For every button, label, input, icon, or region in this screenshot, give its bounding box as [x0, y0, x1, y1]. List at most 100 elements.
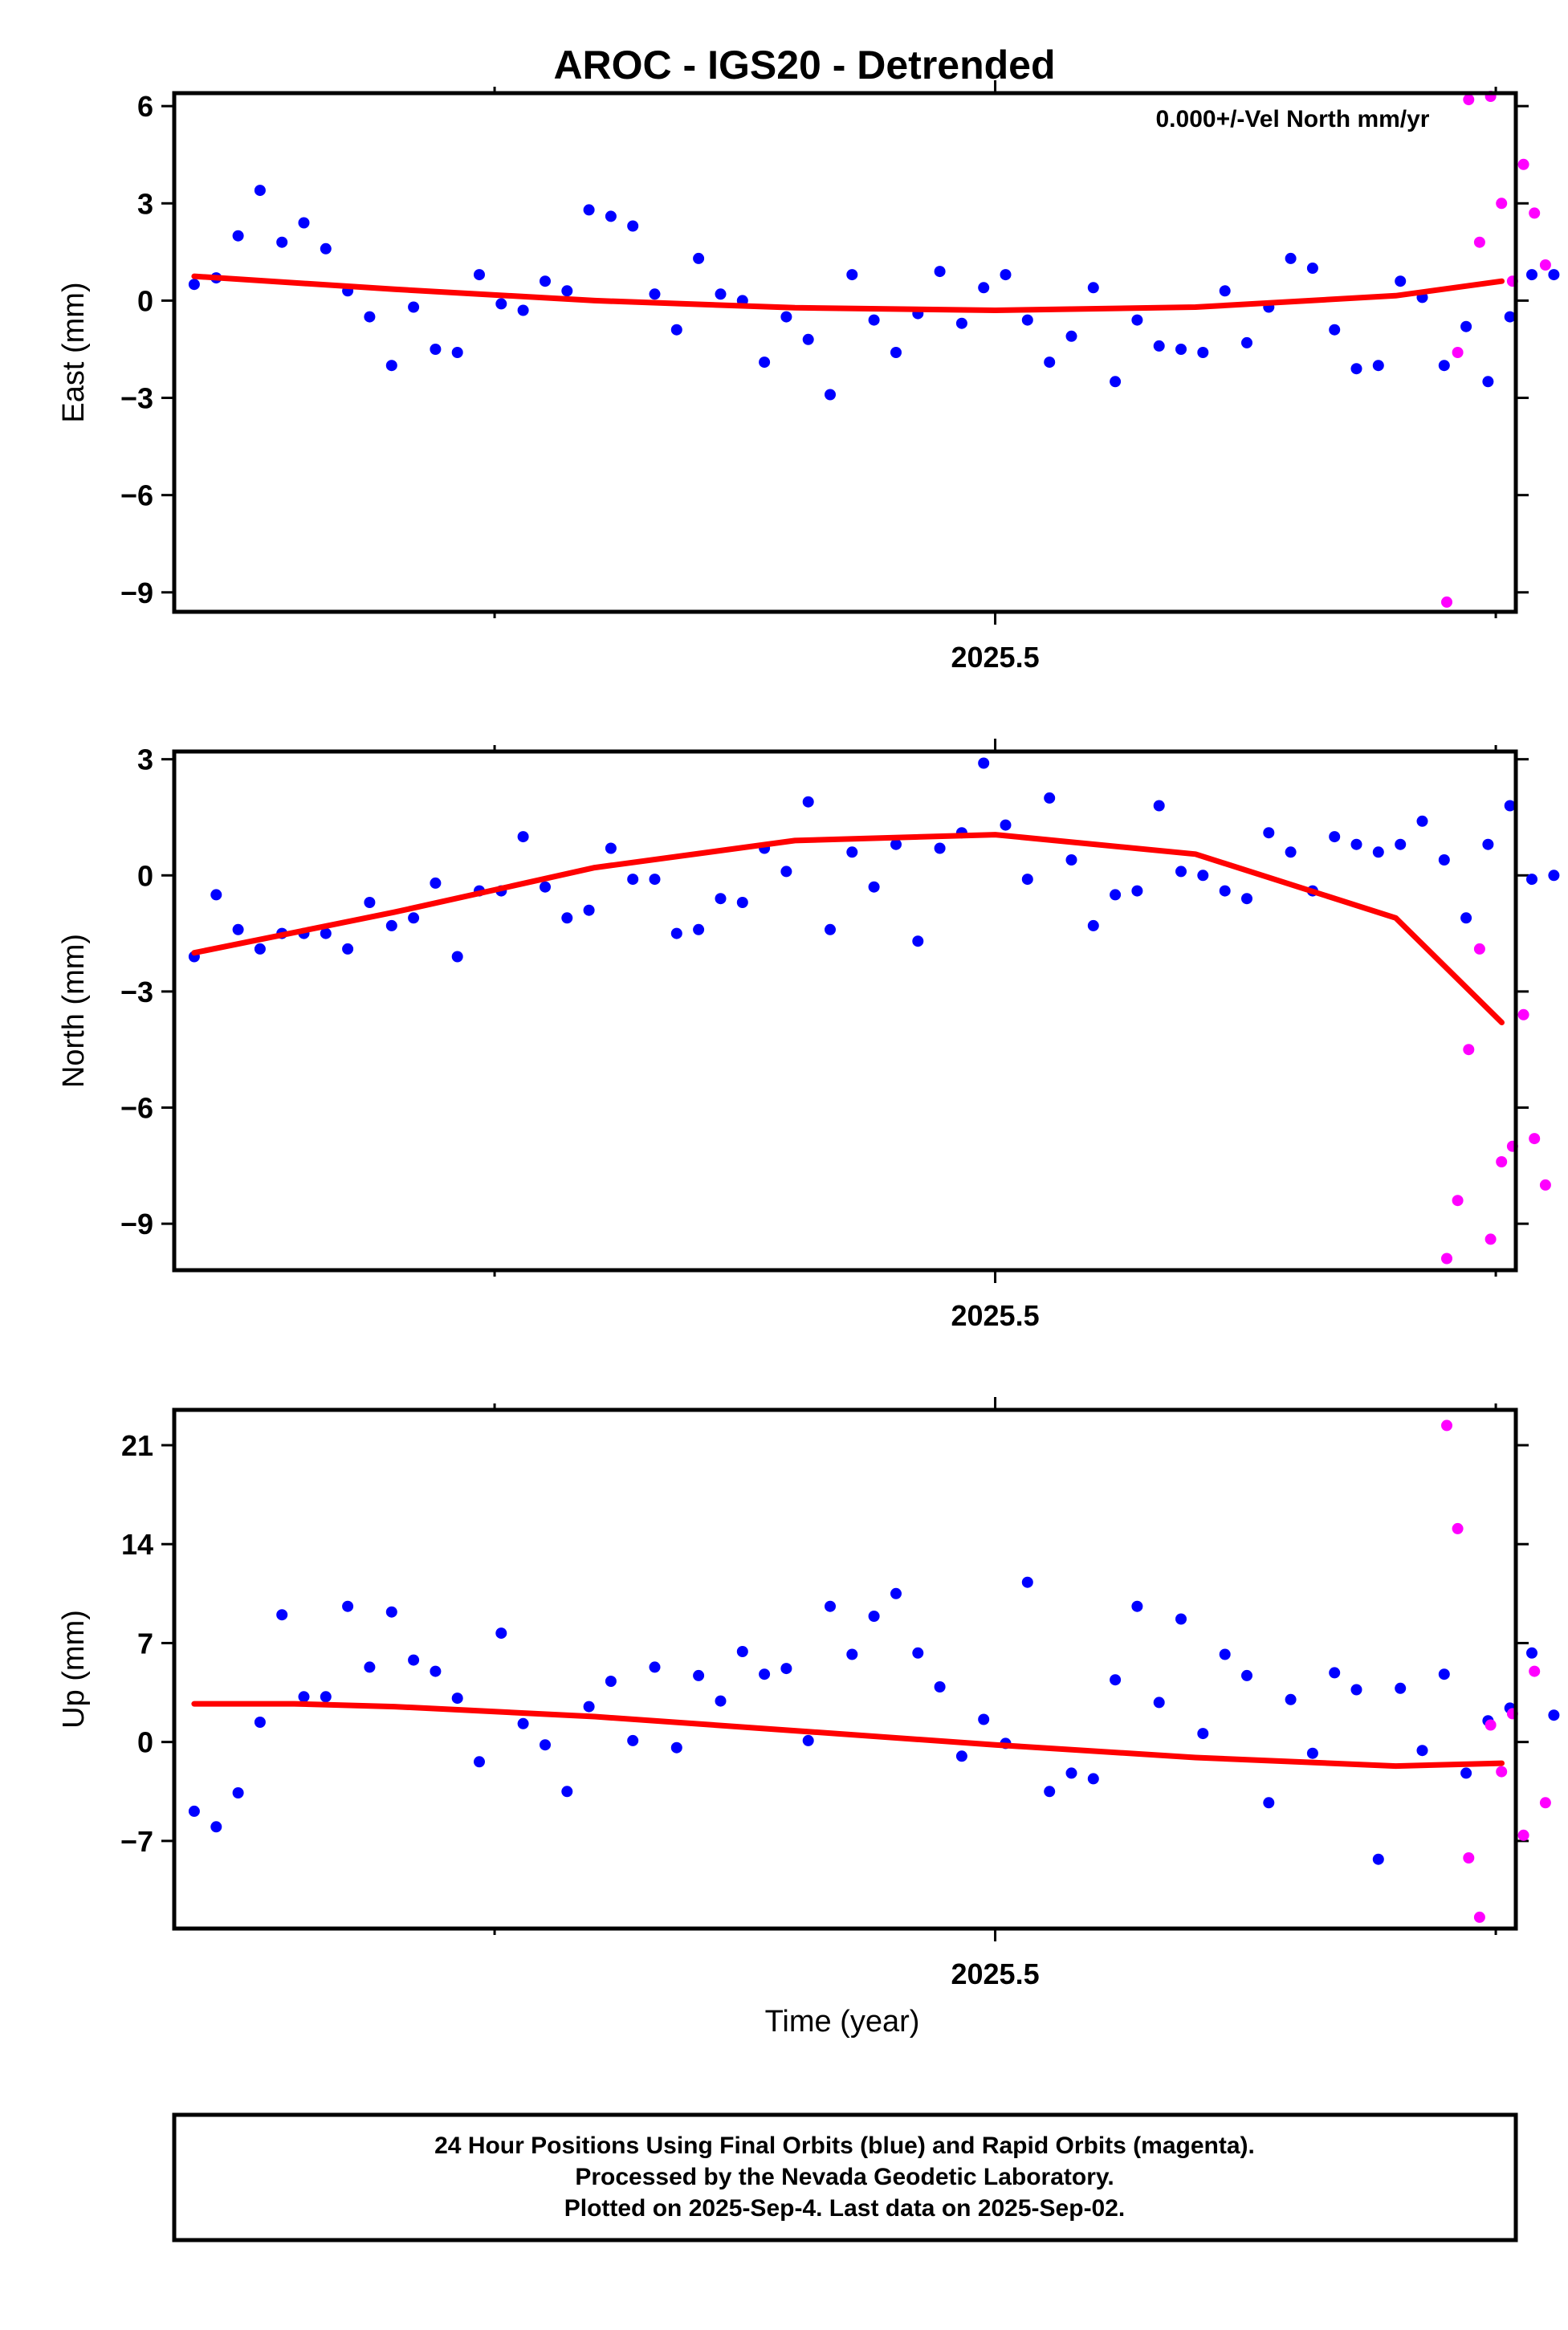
up-panel-rapid-point	[1452, 1522, 1464, 1534]
east-panel-rapid-point	[1496, 198, 1508, 210]
north-panel-final-point	[670, 927, 682, 939]
north-panel: 3 0 −3 −6 −9 2025.5 North (mm)	[57, 739, 1560, 1332]
north-panel-final-point	[1175, 866, 1187, 878]
north-panel-final-point	[1197, 870, 1209, 882]
up-panel-final-point	[210, 1821, 222, 1833]
east-panel-final-point	[1153, 340, 1165, 352]
up-panel-final-point	[1021, 1576, 1033, 1588]
east-panel-rapid-point	[1529, 207, 1541, 219]
north-panel-final-point	[1263, 827, 1275, 839]
up-panel-final-point	[846, 1648, 858, 1660]
north-panel-final-point	[364, 897, 376, 908]
annotation-velocity: 0.000+/-Vel North mm/yr	[1156, 106, 1430, 132]
up-panel-final-point	[1372, 1853, 1384, 1865]
up-panel-final-point	[1329, 1667, 1341, 1679]
north-panel-final-point	[736, 897, 748, 908]
east-panel-final-point	[1175, 344, 1187, 355]
east-panel-final-point	[1306, 263, 1318, 274]
north-panel-final-point	[1219, 885, 1231, 897]
north-panel-final-point	[912, 935, 924, 947]
north-panel-final-point	[1395, 838, 1407, 850]
up-panel-final-point	[1044, 1786, 1056, 1798]
east-panel-final-point	[759, 356, 771, 369]
north-panel-final-point	[1416, 815, 1428, 827]
east-panel-final-point	[978, 282, 990, 294]
up-panel-final-point	[408, 1654, 420, 1666]
up-panel-final-point	[1438, 1668, 1450, 1680]
north-panel-frame	[172, 749, 1518, 1273]
east-panel-final-point	[605, 210, 617, 222]
north-panel-final-point	[1329, 831, 1341, 843]
east-panel-final-point	[298, 217, 310, 229]
east-panel-final-point	[408, 301, 420, 313]
up-panel-final-point	[955, 1750, 967, 1762]
up-panel-final-point	[802, 1734, 814, 1746]
east-panel-final-point	[474, 269, 485, 281]
east-panel-final-point	[715, 288, 727, 300]
north-panel-final-point	[1087, 919, 1099, 931]
up-panel-final-point	[188, 1805, 200, 1817]
east-panel-final-point	[1000, 269, 1012, 281]
east-panel-final-point	[825, 389, 836, 401]
east-panel-final-point	[364, 311, 376, 323]
east-panel-final-point	[451, 347, 463, 358]
east-panel-frame	[172, 91, 1518, 614]
footer-line-2: Processed by the Nevada Geodetic Laborat…	[575, 2164, 1114, 2190]
east-panel-final-point	[276, 236, 288, 248]
up-panel-final-point	[1460, 1767, 1472, 1779]
up-panel-final-point	[1087, 1773, 1099, 1785]
north-panel-final-point	[693, 923, 705, 935]
north-panel-rapid-point	[1517, 1008, 1529, 1020]
up-panel-final-point	[517, 1717, 529, 1729]
up-panel-final-point	[1153, 1697, 1165, 1709]
north-panel-final-point	[1350, 838, 1362, 850]
north-panel-final-point	[1153, 800, 1165, 812]
east-panel-final-point	[627, 220, 639, 232]
north-panel-ytick-label: −6	[120, 1092, 153, 1125]
up-panel-final-point	[1526, 1647, 1537, 1659]
north-panel-ytick-label: 0	[137, 859, 153, 892]
east-panel-final-point	[1197, 347, 1209, 358]
up-panel-final-point	[342, 1600, 354, 1612]
east-panel-final-point	[1395, 275, 1407, 287]
north-panel-final-point	[385, 919, 397, 931]
up-panel-rapid-point	[1473, 1911, 1485, 1923]
north-panel-rapid-point	[1485, 1233, 1497, 1245]
east-panel-final-point	[693, 252, 705, 264]
north-panel-final-point	[1285, 846, 1297, 858]
north-panel-xtick-label: 2025.5	[951, 1299, 1039, 1332]
up-panel-final-point	[495, 1627, 507, 1640]
north-panel-rapid-point	[1463, 1044, 1475, 1056]
up-panel-final-point	[605, 1676, 617, 1687]
north-panel-final-point	[846, 846, 858, 858]
east-panel-final-point	[670, 324, 682, 336]
up-panel-final-point	[1197, 1728, 1209, 1740]
north-panel-rapid-point	[1529, 1133, 1541, 1145]
east-panel-final-point	[1504, 311, 1516, 323]
footer-line-1: 24 Hour Positions Using Final Orbits (bl…	[434, 2132, 1255, 2159]
east-panel-final-point	[1350, 363, 1362, 375]
north-panel-final-point	[715, 893, 727, 905]
up-panel-rapid-point	[1517, 1829, 1529, 1841]
north-panel-final-point	[320, 927, 332, 939]
north-panel-final-point	[1021, 874, 1033, 886]
up-panel-fit-curve	[191, 1701, 1505, 1770]
up-panel-final-point	[1219, 1648, 1231, 1660]
up-panel-rapid-point	[1529, 1665, 1541, 1677]
up-panel-final-point	[890, 1587, 902, 1599]
up-panel-final-point	[232, 1787, 244, 1798]
up-panel-ytick-label: 14	[121, 1528, 153, 1561]
up-panel-final-point	[451, 1693, 463, 1705]
east-panel-final-point	[540, 275, 551, 287]
up-panel-rapid-point	[1485, 1719, 1497, 1731]
north-panel-rapid-point	[1473, 943, 1485, 955]
east-panel-final-point	[934, 266, 946, 278]
north-panel-final-point	[1000, 819, 1012, 831]
north-panel-final-point	[517, 831, 529, 843]
east-panel-final-point	[385, 360, 397, 372]
east-panel-final-point	[232, 230, 244, 242]
up-panel-final-point	[474, 1756, 485, 1768]
up-panel-final-point	[978, 1713, 990, 1725]
east-panel-final-point	[868, 314, 880, 326]
